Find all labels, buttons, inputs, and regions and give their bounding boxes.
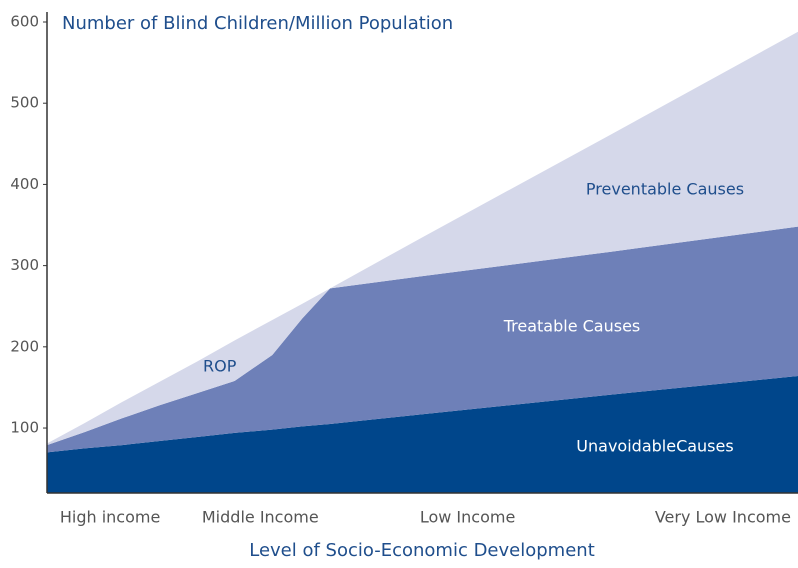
y-tick-label: 100	[10, 419, 39, 437]
area	[47, 226, 798, 453]
y-tick-label: 600	[10, 13, 39, 31]
series-label: Treatable Causes	[503, 317, 641, 336]
y-tick-label: 200	[10, 337, 39, 355]
chart-title: Number of Blind Children/Million Populat…	[62, 13, 453, 34]
y-tick-label: 400	[10, 175, 39, 193]
annotation: ROP	[203, 357, 237, 376]
plot-area	[47, 31, 798, 493]
x-tick-label: Low Income	[420, 508, 515, 527]
series-label: UnavoidableCauses	[576, 437, 733, 456]
y-tick-label: 500	[10, 94, 39, 112]
x-tick-label: Very Low Income	[655, 508, 791, 527]
area	[47, 376, 798, 493]
x-tick-label: High income	[60, 508, 160, 527]
y-tick-label: 300	[10, 256, 39, 274]
x-axis-label: Level of Socio-Economic Development	[249, 540, 595, 561]
area	[47, 31, 798, 446]
x-tick-label: Middle Income	[202, 508, 319, 527]
series-label: Preventable Causes	[586, 180, 744, 199]
